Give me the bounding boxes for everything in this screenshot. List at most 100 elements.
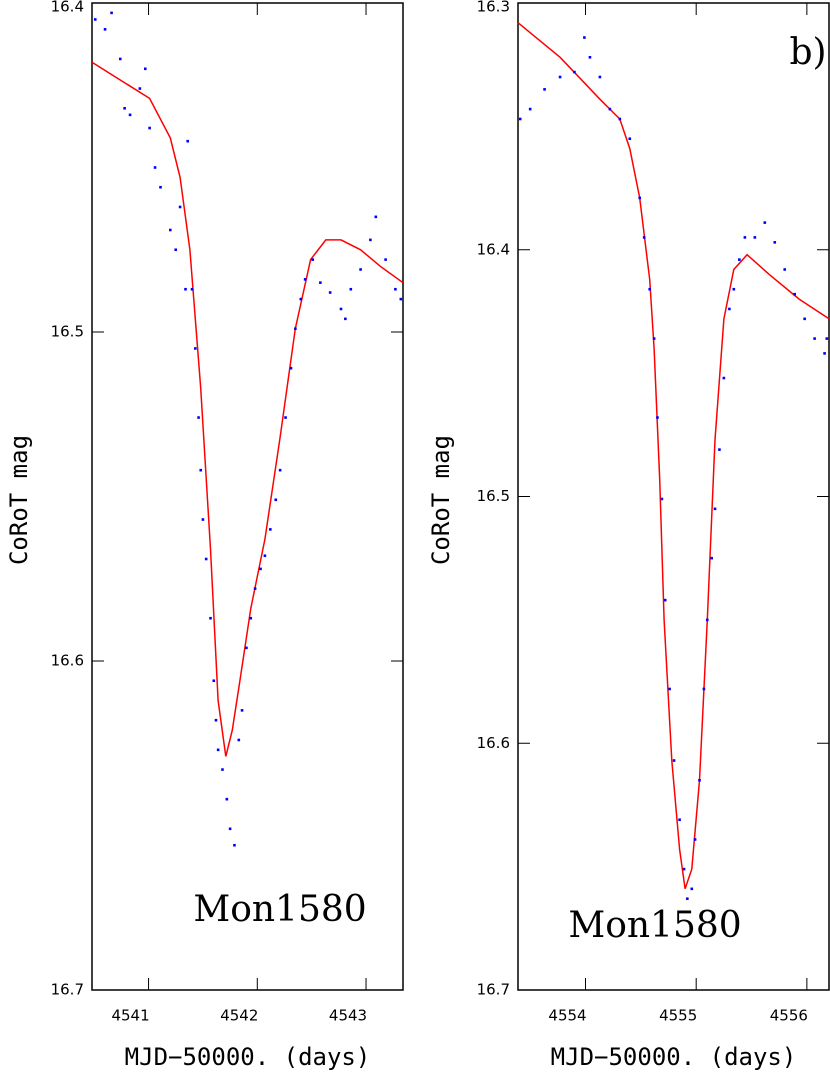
data-point [128, 113, 132, 117]
data-point [394, 287, 397, 291]
y-tick-label: 16.4 [51, 0, 84, 16]
data-point [813, 337, 816, 340]
data-point [138, 87, 142, 90]
data-point [168, 228, 172, 232]
data-point [103, 28, 107, 31]
data-point [199, 468, 203, 472]
data-point [399, 297, 403, 301]
data-point [763, 221, 767, 224]
data-point [148, 126, 151, 130]
data-point [204, 557, 208, 561]
data-point [278, 468, 282, 472]
data-point [672, 759, 676, 762]
data-point [245, 646, 248, 650]
data-point [543, 88, 546, 91]
x-axis-label: MJD−50000. (days) [125, 1043, 371, 1071]
data-point [284, 416, 287, 419]
data-point [803, 317, 806, 321]
data-point [294, 327, 297, 331]
data-point [783, 268, 787, 271]
data-point [289, 366, 293, 370]
data-point [702, 687, 706, 691]
y-tick-label: 16.6 [51, 652, 84, 670]
x-tick-label: 4542 [220, 1007, 258, 1025]
data-point [753, 236, 757, 239]
data-point [690, 887, 694, 891]
y-tick-label: 16.7 [51, 981, 84, 999]
data-point [311, 258, 315, 261]
x-tick-label: 4555 [659, 1007, 697, 1025]
data-point [228, 827, 232, 831]
data-point [705, 618, 709, 622]
model-curve [91, 61, 404, 757]
data-point [713, 507, 717, 511]
data-point [186, 139, 189, 143]
data-point [710, 556, 713, 560]
data-point [253, 587, 257, 590]
data-point [825, 337, 829, 340]
data-point [118, 57, 122, 61]
data-point [558, 75, 562, 79]
data-point [240, 709, 244, 712]
data-point [237, 738, 241, 742]
data-point [642, 236, 646, 239]
data-point [190, 287, 194, 291]
x-tick-label: 4541 [111, 1007, 149, 1025]
data-point [618, 117, 622, 121]
data-point [608, 107, 612, 111]
data-point [384, 258, 387, 261]
plot-frame [91, 2, 404, 991]
model-curve [517, 22, 830, 890]
data-point [303, 278, 307, 281]
x-tick-label: 4543 [329, 1007, 367, 1025]
data-point [178, 205, 182, 209]
data-point [718, 448, 721, 451]
data-point [793, 292, 796, 296]
annotation: Mon1580 [568, 905, 741, 946]
data-point [652, 337, 656, 340]
data-point [573, 70, 576, 74]
annotation: Mon1580 [193, 889, 366, 930]
y-tick-label: 16.7 [477, 981, 510, 999]
data-point [159, 185, 162, 189]
data-point [598, 75, 602, 79]
data-point [638, 196, 642, 200]
data-point [328, 291, 332, 294]
data-point [263, 554, 267, 558]
data-point [299, 297, 303, 301]
data-point [197, 416, 200, 419]
y-axis-label: CoRoT mag [5, 435, 33, 565]
x-tick-label: 4556 [770, 1007, 808, 1025]
panel: 16.3 16.4 16.5 16.6 16.7 4554 4555 4556 MJD−5000… [427, 0, 830, 1071]
data-point [660, 497, 664, 501]
data-point [823, 352, 826, 355]
data-point [344, 317, 347, 321]
y-tick-label: 16.5 [51, 323, 84, 341]
data-point [773, 241, 777, 244]
data-point [269, 528, 272, 531]
data-point [583, 36, 586, 39]
data-point [194, 347, 197, 350]
data-point [369, 238, 372, 242]
data-point [259, 567, 262, 571]
data-point [143, 67, 147, 71]
x-axis-label: MJD−50000. (days) [551, 1043, 797, 1071]
data-point [212, 679, 216, 683]
data-point [656, 416, 659, 419]
annotation: b) [789, 32, 826, 73]
data-point [225, 797, 229, 801]
data-point [233, 843, 236, 847]
data-point [153, 166, 157, 169]
data-point [588, 55, 592, 59]
data-point [518, 117, 522, 121]
data-point [201, 518, 205, 521]
data-point [209, 616, 212, 620]
x-tick-label: 4554 [548, 1007, 586, 1025]
data-point [174, 248, 178, 252]
plot-frame [517, 2, 830, 991]
y-axis-label: CoRoT mag [427, 435, 455, 565]
data-point [698, 778, 701, 782]
data-point [743, 236, 747, 239]
data-point [214, 718, 218, 722]
